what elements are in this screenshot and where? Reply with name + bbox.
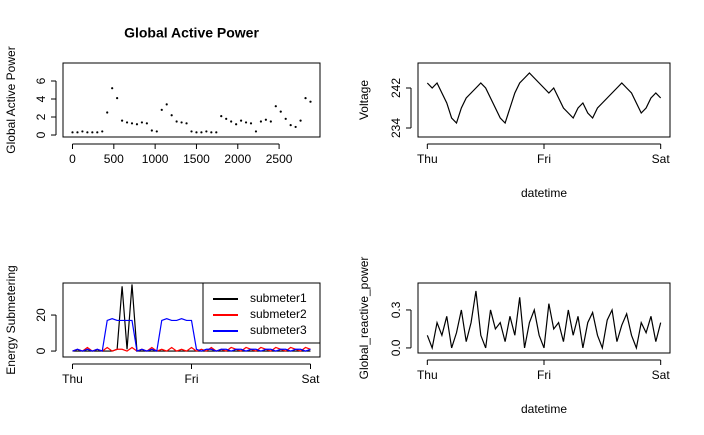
point bbox=[150, 129, 153, 132]
point bbox=[180, 121, 183, 124]
point bbox=[111, 87, 114, 90]
y-axis-label: Global Active Power bbox=[4, 46, 18, 153]
plot-box bbox=[62, 62, 321, 138]
point bbox=[210, 131, 213, 134]
series-line bbox=[72, 346, 311, 352]
point bbox=[244, 121, 248, 124]
point bbox=[170, 114, 173, 117]
point bbox=[101, 130, 104, 133]
y-tick-label: 0 bbox=[34, 131, 48, 138]
point bbox=[225, 117, 228, 120]
point bbox=[269, 120, 272, 123]
point bbox=[145, 122, 148, 125]
point bbox=[81, 130, 84, 133]
point bbox=[220, 115, 223, 118]
y-axis-label: Voltage bbox=[357, 80, 371, 120]
y-tick-label: 2 bbox=[34, 113, 48, 120]
point bbox=[289, 124, 292, 127]
x-tick-label: Thu bbox=[62, 372, 83, 386]
x-axis-label: datetime bbox=[521, 186, 567, 200]
point bbox=[160, 108, 163, 111]
point bbox=[86, 131, 89, 134]
point bbox=[135, 123, 139, 126]
x-tick-label: Thu bbox=[417, 152, 438, 166]
point bbox=[116, 97, 119, 100]
point bbox=[155, 130, 158, 133]
x-tick-label: 1500 bbox=[183, 152, 210, 166]
x-tick-label: Sat bbox=[301, 372, 320, 386]
point bbox=[125, 121, 129, 124]
point bbox=[215, 131, 218, 134]
point bbox=[96, 131, 99, 134]
y-tick-label: 6 bbox=[34, 77, 48, 84]
x-tick-label: Thu bbox=[417, 368, 438, 382]
x-tick-label: 500 bbox=[104, 152, 124, 166]
point bbox=[264, 118, 267, 121]
x-tick-label: 2500 bbox=[266, 152, 293, 166]
legend-label: submeter2 bbox=[250, 307, 307, 321]
y-tick-label: 0.0 bbox=[389, 339, 403, 356]
legend-label: submeter1 bbox=[250, 291, 307, 305]
y-tick-label: 0.3 bbox=[389, 301, 403, 318]
point bbox=[106, 111, 109, 114]
point bbox=[190, 130, 193, 133]
y-tick-label: 20 bbox=[34, 308, 48, 322]
point bbox=[71, 131, 74, 134]
point bbox=[299, 119, 302, 122]
point bbox=[304, 97, 307, 100]
point bbox=[230, 120, 233, 123]
x-tick-label: Sat bbox=[652, 368, 671, 382]
point bbox=[200, 131, 203, 134]
legend-box bbox=[202, 282, 321, 344]
point bbox=[91, 131, 94, 134]
point bbox=[120, 119, 124, 122]
plot-box bbox=[417, 282, 671, 354]
point bbox=[284, 117, 287, 120]
point bbox=[279, 110, 282, 113]
y-axis-label: Global_reactive_power bbox=[357, 257, 371, 380]
x-tick-label: 1000 bbox=[142, 152, 169, 166]
series-line bbox=[72, 318, 311, 352]
point bbox=[309, 100, 312, 103]
point bbox=[235, 123, 238, 126]
x-tick-label: Fri bbox=[185, 372, 199, 386]
point bbox=[175, 120, 178, 123]
point bbox=[185, 122, 188, 125]
point bbox=[165, 103, 168, 106]
point bbox=[254, 130, 258, 133]
x-tick-label: Fri bbox=[537, 152, 551, 166]
point bbox=[140, 121, 144, 124]
series-line bbox=[426, 72, 662, 125]
chart-title: Global Active Power bbox=[124, 25, 259, 41]
point bbox=[274, 105, 277, 108]
plot-box bbox=[417, 62, 671, 138]
point bbox=[259, 120, 263, 123]
point bbox=[195, 131, 198, 134]
point bbox=[249, 122, 253, 125]
y-tick-label: 0 bbox=[34, 347, 48, 354]
point bbox=[130, 122, 134, 125]
legend-label: submeter3 bbox=[250, 323, 307, 337]
y-axis-label: Energy Submetering bbox=[4, 265, 18, 374]
x-tick-label: 2000 bbox=[224, 152, 251, 166]
x-axis-label: datetime bbox=[521, 402, 567, 416]
x-tick-label: Sat bbox=[652, 152, 671, 166]
point bbox=[205, 130, 208, 133]
point bbox=[294, 125, 297, 129]
x-tick-label: Fri bbox=[537, 368, 551, 382]
y-tick-label: 4 bbox=[34, 95, 48, 102]
y-tick-label: 234 bbox=[389, 118, 403, 138]
series-line bbox=[426, 290, 662, 351]
y-tick-label: 242 bbox=[389, 78, 403, 98]
point bbox=[239, 119, 243, 122]
point bbox=[76, 131, 79, 134]
x-tick-label: 0 bbox=[69, 152, 76, 166]
